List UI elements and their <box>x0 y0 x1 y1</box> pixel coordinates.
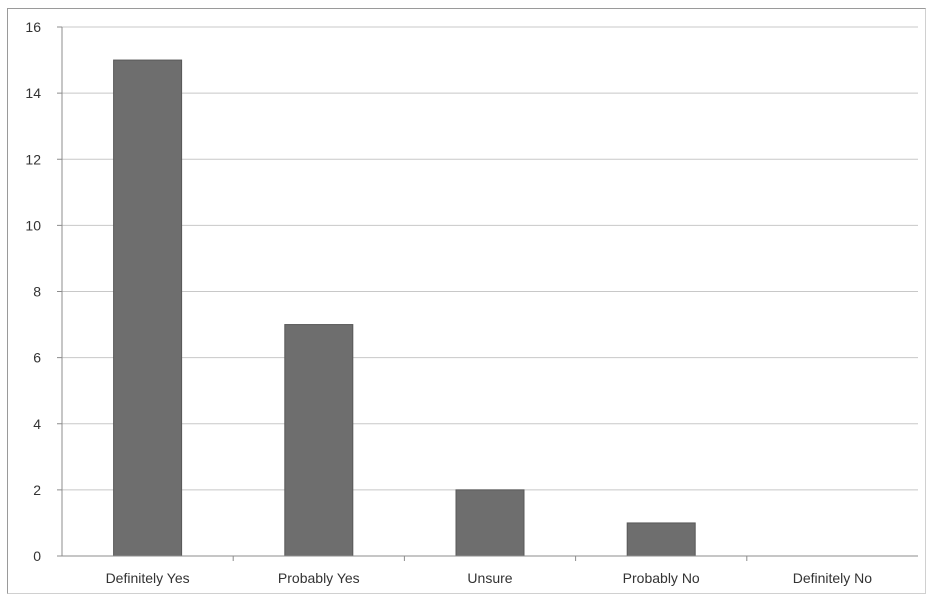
bars <box>114 60 696 556</box>
y-tick-label: 8 <box>33 284 41 300</box>
bar-unsure <box>456 490 524 556</box>
axes <box>57 27 918 561</box>
bar-probably-yes <box>285 325 353 556</box>
gridlines <box>62 27 918 490</box>
x-category-label: Definitely No <box>793 570 873 586</box>
y-tick-label: 2 <box>33 482 41 498</box>
bar-probably-no <box>627 523 695 556</box>
x-category-label: Unsure <box>467 570 512 586</box>
x-category-label: Probably No <box>623 570 700 586</box>
x-category-labels: Definitely Yes Probably Yes Unsure Probably… <box>106 570 873 586</box>
y-tick-label: 4 <box>33 416 41 432</box>
y-tick-label: 12 <box>25 151 41 167</box>
y-tick-label: 14 <box>25 85 41 101</box>
bar-definitely-yes <box>114 60 182 556</box>
x-category-label: Definitely Yes <box>106 570 190 586</box>
y-tick-label: 16 <box>25 19 41 35</box>
y-tick-label: 6 <box>33 350 41 366</box>
y-tick-label: 0 <box>33 548 41 564</box>
x-category-label: Probably Yes <box>278 570 360 586</box>
y-tick-label: 10 <box>25 217 41 233</box>
y-tick-labels: 0 2 4 6 8 10 12 14 16 <box>25 19 41 564</box>
